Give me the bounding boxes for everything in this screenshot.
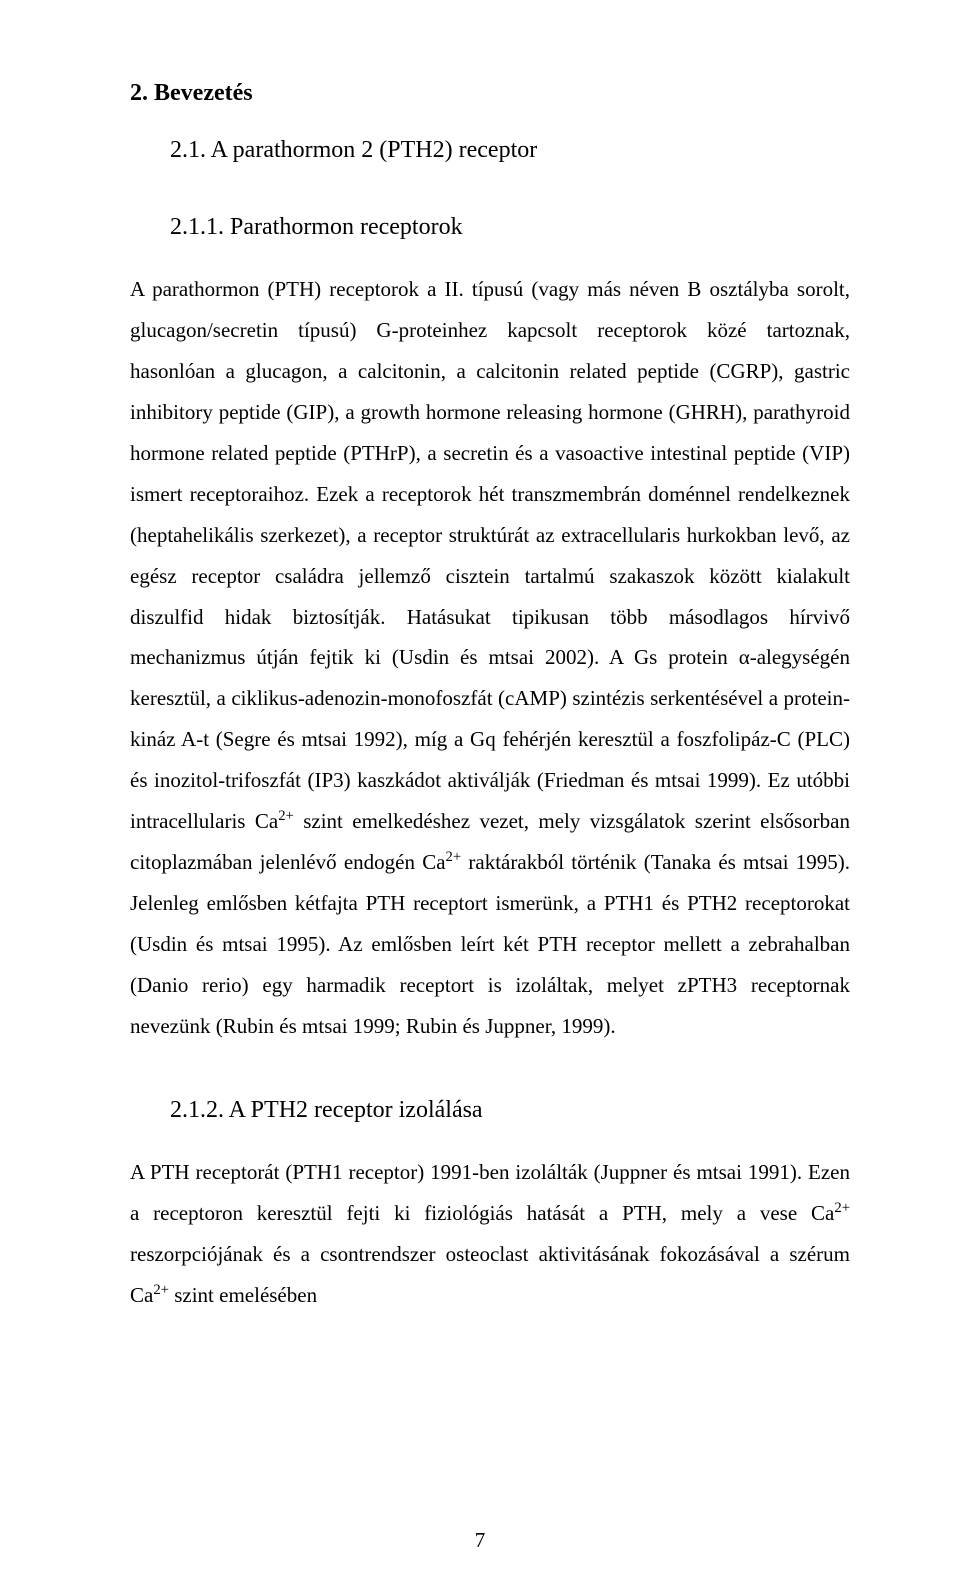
body-paragraph: A PTH receptorát (PTH1 receptor) 1991-be… — [130, 1152, 850, 1316]
superscript: 2+ — [834, 1200, 850, 1216]
superscript: 2+ — [446, 849, 462, 865]
page-number: 7 — [0, 1528, 960, 1553]
heading-level-3: 2.1.2. A PTH2 receptor izolálása — [170, 1097, 850, 1124]
paragraph-text: szint emelésében — [169, 1283, 317, 1307]
superscript: 2+ — [278, 808, 294, 824]
paragraph-text: raktárakból történik (Tanaka és mtsai 19… — [130, 850, 850, 1038]
paragraph-text: A PTH receptorát (PTH1 receptor) 1991-be… — [130, 1160, 850, 1225]
heading-level-2: 2.1. A parathormon 2 (PTH2) receptor — [170, 137, 850, 164]
heading-level-1: 2. Bevezetés — [130, 80, 850, 107]
body-paragraph: A parathormon (PTH) receptorok a II. típ… — [130, 269, 850, 1047]
heading-level-3: 2.1.1. Parathormon receptorok — [170, 214, 850, 241]
paragraph-text: A parathormon (PTH) receptorok a II. típ… — [130, 277, 850, 833]
superscript: 2+ — [153, 1282, 169, 1298]
page: 2. Bevezetés 2.1. A parathormon 2 (PTH2)… — [0, 0, 960, 1583]
